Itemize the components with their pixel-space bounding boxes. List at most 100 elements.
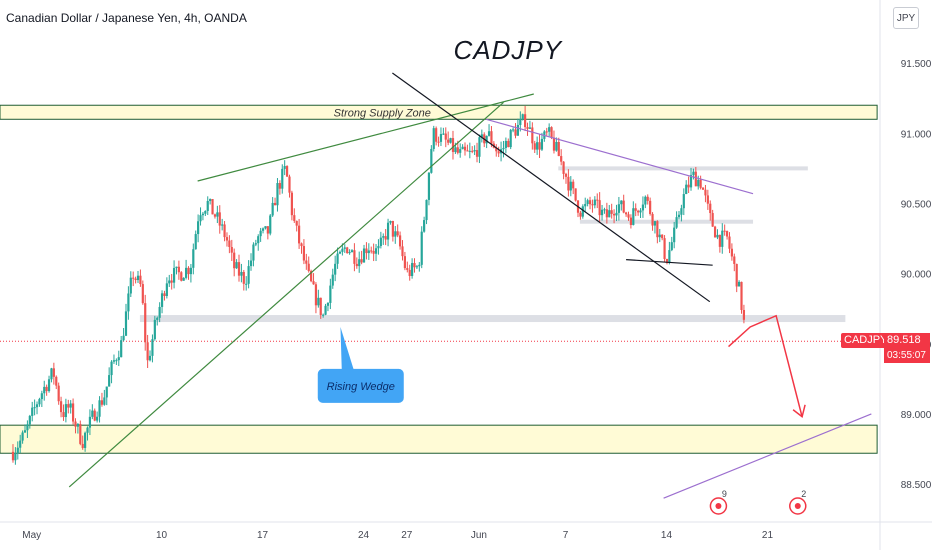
projection-path [728,314,803,417]
candle-body [115,360,118,362]
candle-body [468,150,471,152]
candle-body [564,173,568,177]
candle-body [379,237,382,247]
candle-body [574,188,577,201]
candle-body [526,127,529,129]
projection-arrowhead [792,404,806,419]
candle-body [324,305,327,315]
candle-body [637,210,640,213]
candle-body [432,128,435,149]
candle-body [617,204,620,213]
candle-body [52,368,55,377]
candle-body [605,209,608,218]
candle-body [548,127,551,132]
candle-body [670,242,673,251]
candle-body [685,184,688,195]
candle-body [112,360,116,362]
candle-body [300,243,303,247]
candle-body [23,430,27,433]
candle-body [329,285,332,303]
candle-body [141,284,144,304]
candle-body [180,272,183,281]
candle-body [189,267,193,275]
candle-body [144,303,147,343]
candle-body [348,252,351,254]
candle-body [430,148,433,173]
candle-body [21,432,24,441]
candle-body [322,314,325,316]
candle-body [593,199,596,206]
candle-body [45,386,48,392]
candle-body [295,220,298,226]
candle-body [88,416,92,428]
candle-body [170,280,173,283]
support-line [626,258,713,266]
candle-body [59,401,63,413]
candle-body [721,230,724,247]
x-tick-label: 17 [257,530,269,541]
candle-body [57,385,60,402]
candle-body [586,200,589,204]
candle-body [466,150,469,152]
candle-body [350,250,354,253]
candles [11,105,746,465]
candle-body [225,237,229,241]
candle-body [519,118,522,125]
candle-body [658,234,661,238]
candle-body [449,138,452,143]
candle-body [182,277,185,281]
candle-body [427,172,431,200]
rising-wedge-label: Rising Wedge [327,381,395,393]
candle-body [247,266,250,284]
candle-body [153,319,156,340]
candle-body [738,281,741,287]
event-marker-dot [794,503,801,509]
candle-body [331,274,334,286]
candle-body [733,256,736,264]
candle-body [728,236,731,249]
candle-body [552,137,556,151]
candle-body [649,200,652,214]
candle-body [134,278,137,281]
candle-body [545,131,548,133]
candle-body [709,203,712,214]
lower-channel-line [663,413,872,499]
candle-body [706,195,709,204]
candle-body [334,263,337,275]
candle-body [435,128,438,142]
candle-body [507,140,510,148]
candle-body [451,138,455,152]
candle-body [93,410,96,421]
candle-body [557,141,560,157]
candle-body [19,440,22,448]
symbol-price-tag: CADJPY [841,333,891,349]
candle-body [245,283,248,285]
candle-body [495,147,498,152]
candle-body [550,127,553,138]
candle-body [389,220,392,223]
currency-button[interactable]: JPY [893,7,919,29]
candle-body [64,404,67,418]
candle-body [172,267,176,283]
candle-body [47,379,51,392]
candle-body [124,311,128,336]
candle-body [249,260,253,267]
candle-body [555,141,558,151]
candle-body [362,248,366,263]
candle-body [579,212,582,217]
candle-body [665,258,669,264]
candle-body [391,220,394,237]
y-tick-label: 90.000 [901,270,932,281]
candle-body [610,210,613,214]
candle-body [516,124,520,136]
candle-body [394,231,397,237]
candle-body [540,138,544,150]
candle-body [704,189,707,196]
candle-body [91,410,94,417]
candle-body [28,415,31,425]
candle-body [742,309,746,320]
candle-body [699,179,702,188]
candle-body [711,213,714,227]
candle-body [398,235,402,247]
